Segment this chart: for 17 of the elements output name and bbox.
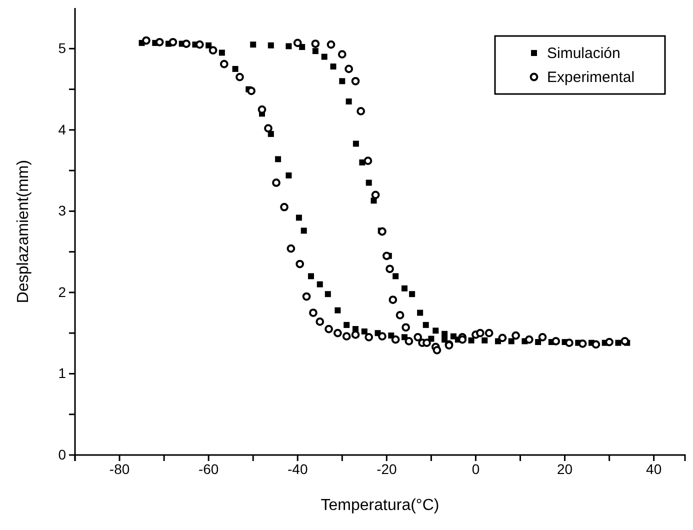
x-tick-label: -20 [376,460,398,477]
y-tick-label: 0 [58,446,66,462]
x-tick-label: -40 [288,460,308,477]
y-tick-label: 3 [58,202,66,219]
x-tick-label: 0 [472,460,480,477]
x-tick-label: 20 [556,460,573,477]
y-tick-label: 4 [58,121,66,138]
x-axis-title: Temperatura(°C) [320,497,440,514]
y-tick-label: 1 [58,365,66,382]
y-tick-label: 2 [58,284,66,300]
legend-label: Experimental [547,69,635,86]
x-tick-label: -80 [109,460,130,477]
y-tick-label: 5 [58,40,66,56]
y-axis-title: Desplazamient(mm) [15,160,32,304]
x-tick-label: -60 [198,460,219,477]
legend-label: Simulación [547,45,620,62]
x-tick-label: 40 [646,460,662,477]
